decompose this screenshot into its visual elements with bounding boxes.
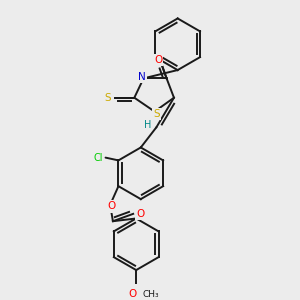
- Text: S: S: [153, 109, 160, 119]
- Text: S: S: [104, 93, 111, 103]
- Text: N: N: [138, 71, 146, 82]
- Text: O: O: [136, 209, 145, 219]
- Text: H: H: [145, 120, 152, 130]
- Text: CH₃: CH₃: [142, 290, 159, 298]
- Text: O: O: [128, 289, 136, 299]
- Text: O: O: [107, 202, 115, 212]
- Text: Cl: Cl: [93, 153, 103, 163]
- Text: O: O: [154, 55, 162, 65]
